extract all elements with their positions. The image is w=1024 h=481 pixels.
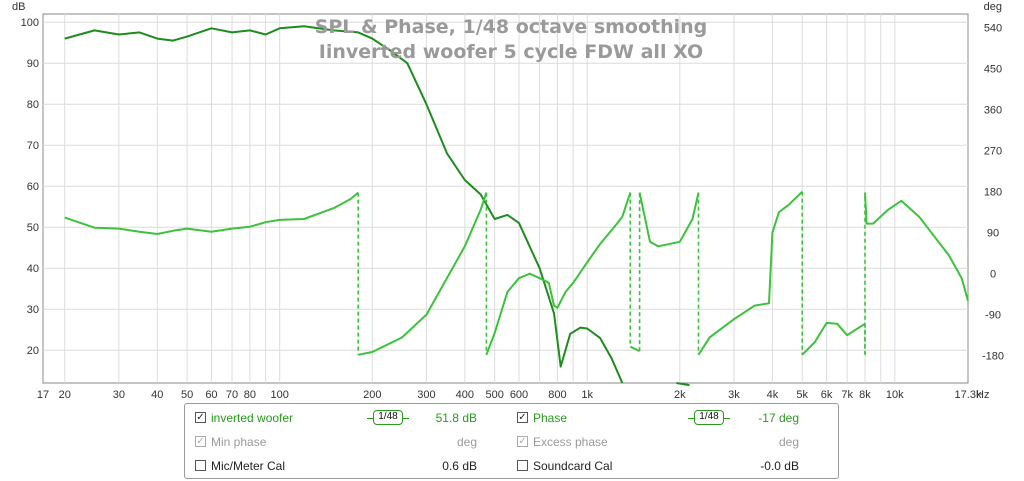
- x-tick-label: 17.3k: [955, 389, 982, 400]
- phase-checkbox[interactable]: ✓: [517, 412, 528, 423]
- x-tick-label: 17: [37, 389, 49, 400]
- y-right-tick-label: 90: [987, 228, 999, 240]
- x-tick-label: 200: [363, 389, 381, 400]
- legend-row-inverted-woofer: ✓ inverted woofer 1/48 51.8 dB ✓ Phase 1…: [185, 408, 838, 430]
- x-axis-unit: Hz: [976, 389, 989, 400]
- x-tick-label: 70: [226, 389, 238, 400]
- excess-phase-label: Excess phase: [533, 435, 608, 449]
- y-left-tick-label: 30: [27, 304, 39, 316]
- inverted-woofer-value: 51.8 dB: [435, 411, 477, 425]
- y-left-tick-label: 100: [21, 17, 39, 29]
- axes: 17 20 30 40 50 60 70 80 100 200 300 400 500 600 800 1k 2…: [21, 17, 1004, 400]
- excess-phase-value: deg: [778, 435, 799, 449]
- spl-series-line: [64, 25, 624, 384]
- x-tick-label: 50: [181, 389, 193, 400]
- legend-row-mic-meter-cal: Mic/Meter Cal 0.6 dB Soundcard Cal -0.0 …: [185, 456, 838, 478]
- right-axis-unit: deg: [984, 1, 1002, 13]
- x-tick-label: 80: [244, 389, 256, 400]
- phase-label: Phase: [533, 411, 568, 425]
- x-tick-label: 5k: [796, 389, 808, 400]
- spl-phase-chart: 17 20 30 40 50 60 70 80 100 200 300 400 500 600 800 1k 2…: [12, 1, 1004, 400]
- y-left-tick-label: 50: [27, 222, 39, 234]
- y-right-tick-label: 360: [984, 105, 1002, 117]
- mic-meter-cal-checkbox[interactable]: [195, 460, 206, 471]
- soundcard-cal-label: Soundcard Cal: [533, 459, 613, 473]
- min-phase-label: Min phase: [211, 435, 267, 449]
- x-tick-label: 6k: [821, 389, 833, 400]
- x-tick-label: 7k: [841, 389, 853, 400]
- y-left-tick-label: 40: [27, 263, 39, 275]
- x-tick-label: 20: [59, 389, 71, 400]
- chart-subtitle: Iinverted woofer 5 cycle FDW all XO: [319, 41, 703, 63]
- x-tick-label: 60: [205, 389, 217, 400]
- plot-area: [42, 13, 969, 384]
- inverted-woofer-checkbox[interactable]: ✓: [195, 412, 206, 423]
- y-left-tick-label: 90: [27, 58, 39, 70]
- x-tick-label: 8k: [859, 389, 871, 400]
- x-tick-label: 800: [548, 389, 566, 400]
- inverted-woofer-label: inverted woofer: [211, 411, 294, 425]
- x-tick-label: 500: [485, 389, 503, 400]
- smoothing-indicator[interactable]: 1/48: [373, 410, 403, 425]
- spl-series-line: [676, 382, 690, 387]
- soundcard-cal-value: -0.0 dB: [760, 459, 799, 473]
- phase-series-line: [64, 190, 969, 356]
- y-right-tick-label: 180: [984, 187, 1002, 199]
- y-right-tick-label: -90: [985, 310, 1001, 322]
- x-tick-label: 2k: [674, 389, 686, 400]
- y-left-tick-label: 70: [27, 140, 39, 152]
- left-axis-unit: dB: [12, 1, 25, 13]
- chart-title: SPL & Phase, 1/48 octave smoothing: [315, 16, 708, 38]
- x-tick-label: 10k: [886, 389, 904, 400]
- y-left-tick-label: 20: [27, 345, 39, 357]
- series-group: [64, 25, 969, 387]
- y-right-tick-label: 0: [990, 269, 996, 281]
- y-right-tick-label: 450: [984, 64, 1002, 76]
- legend-row-min-phase: ✓ Min phase deg ✓ Excess phase deg: [185, 432, 838, 454]
- x-tick-label: 300: [417, 389, 435, 400]
- y-right-tick-label: 270: [984, 146, 1002, 158]
- y-left-tick-label: 60: [27, 181, 39, 193]
- x-tick-label: 4k: [767, 389, 779, 400]
- x-tick-label: 30: [113, 389, 125, 400]
- legend-panel: ✓ inverted woofer 1/48 51.8 dB ✓ Phase 1…: [184, 403, 839, 479]
- x-tick-label: 1k: [581, 389, 593, 400]
- y-left-tick-label: 80: [27, 99, 39, 111]
- y-right-tick-label: 540: [984, 23, 1002, 35]
- x-tick-label: 100: [270, 389, 288, 400]
- y-right-tick-label: -180: [982, 351, 1004, 363]
- x-tick-label: 3k: [728, 389, 740, 400]
- min-phase-checkbox[interactable]: ✓: [195, 436, 206, 447]
- min-phase-value: deg: [456, 435, 477, 449]
- x-tick-label: 40: [151, 389, 163, 400]
- excess-phase-checkbox[interactable]: ✓: [517, 436, 528, 447]
- phase-value: -17 deg: [758, 411, 799, 425]
- mic-meter-cal-value: 0.6 dB: [442, 459, 477, 473]
- smoothing-indicator[interactable]: 1/48: [694, 410, 724, 425]
- x-tick-label: 400: [456, 389, 474, 400]
- x-tick-label: 600: [510, 389, 528, 400]
- soundcard-cal-checkbox[interactable]: [517, 460, 528, 471]
- mic-meter-cal-label: Mic/Meter Cal: [211, 459, 286, 473]
